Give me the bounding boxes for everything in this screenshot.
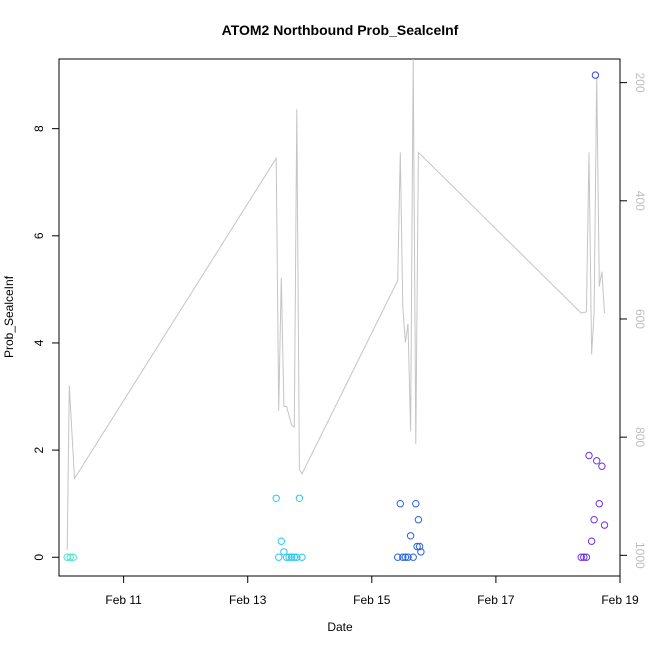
data-point xyxy=(399,553,407,561)
data-point xyxy=(404,553,412,561)
y-tick-label: 0 xyxy=(32,554,46,561)
line-series-layer xyxy=(66,58,605,551)
y-tick-label: 6 xyxy=(32,232,46,239)
data-point xyxy=(580,553,588,561)
data-point xyxy=(288,553,296,561)
x-axis-label: Date xyxy=(327,620,353,634)
data-point xyxy=(290,553,298,561)
data-point xyxy=(272,494,280,502)
depth-line xyxy=(66,58,605,551)
right-y-tick-label: 800 xyxy=(633,427,647,447)
data-point xyxy=(66,553,74,561)
x-tick-label: Feb 19 xyxy=(601,593,639,607)
data-point xyxy=(396,500,404,508)
data-point xyxy=(394,553,402,561)
x-tick-label: Feb 13 xyxy=(229,593,267,607)
data-point xyxy=(577,553,585,561)
data-point xyxy=(285,553,293,561)
y-axis-right: 200 400 600 800 1000 xyxy=(620,73,647,569)
data-point xyxy=(406,532,415,540)
data-point xyxy=(275,553,283,561)
x-axis: Feb 11 Feb 13 Feb 15 Feb 17 Feb 19 xyxy=(105,576,639,607)
right-y-tick-label: 200 xyxy=(633,73,647,93)
data-point xyxy=(582,553,591,561)
chart-title: ATOM2 Northbound Prob_SealceInf xyxy=(222,22,459,38)
data-point xyxy=(598,462,606,470)
y-tick-label: 8 xyxy=(32,125,46,132)
plot-frame xyxy=(58,58,621,577)
data-point xyxy=(417,548,425,556)
x-tick-label: Feb 17 xyxy=(477,593,515,607)
x-tick-label: Feb 11 xyxy=(105,593,142,607)
data-point xyxy=(600,521,609,529)
data-point xyxy=(277,537,285,545)
data-point xyxy=(591,71,600,79)
y-axis-left: 0 2 4 6 8 xyxy=(32,125,59,561)
data-point xyxy=(585,451,593,460)
data-point xyxy=(295,494,304,502)
data-point xyxy=(413,542,421,551)
data-point xyxy=(593,457,601,465)
x-tick-label: Feb 15 xyxy=(353,593,391,607)
y-tick-label: 4 xyxy=(32,339,46,346)
scatter-series-layer xyxy=(63,71,609,561)
right-y-tick-label: 400 xyxy=(633,191,647,211)
data-point xyxy=(293,553,301,561)
data-point xyxy=(69,553,77,561)
data-point xyxy=(414,516,423,524)
y-tick-label: 2 xyxy=(32,446,46,453)
right-y-tick-label: 1000 xyxy=(633,542,647,569)
data-point xyxy=(590,516,598,524)
data-point xyxy=(415,542,424,551)
data-point xyxy=(401,553,410,561)
data-point xyxy=(409,553,417,561)
data-point xyxy=(587,537,596,545)
data-point xyxy=(595,500,603,508)
data-point xyxy=(282,553,291,561)
data-point xyxy=(412,500,420,508)
data-point xyxy=(298,553,306,561)
y-axis-label: Prob_SealceInf xyxy=(2,275,16,358)
right-y-tick-label: 600 xyxy=(633,309,647,329)
